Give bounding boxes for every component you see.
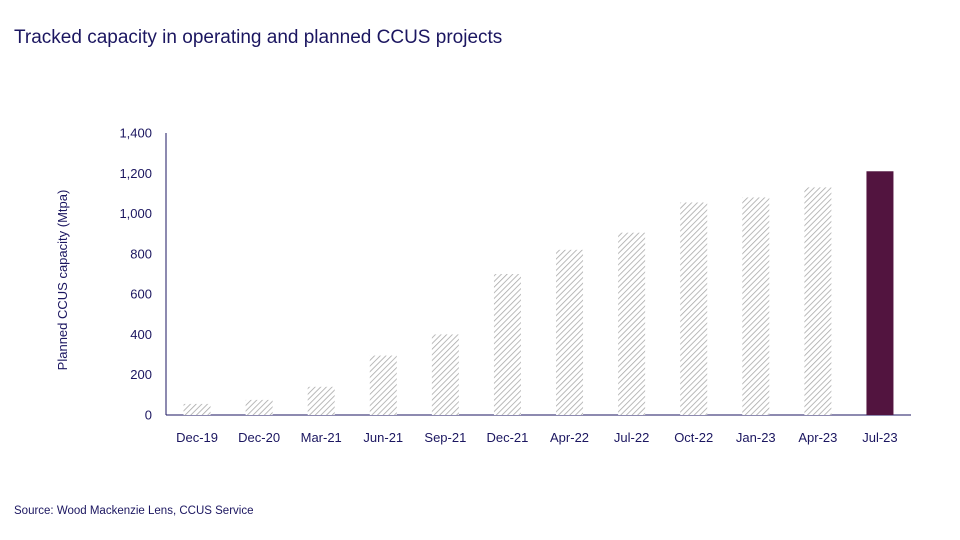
x-tick-label: Jul-22: [614, 430, 649, 445]
y-tick-label: 1,000: [119, 206, 152, 221]
x-tick-label: Apr-22: [550, 430, 589, 445]
y-tick-label: 400: [130, 327, 152, 342]
bars: [183, 171, 894, 415]
bar-jul-22: [618, 232, 646, 415]
x-tick-label: Dec-19: [176, 430, 218, 445]
x-tick-label: Dec-21: [486, 430, 528, 445]
x-tick-label: Mar-21: [301, 430, 342, 445]
x-tick-label: Apr-23: [798, 430, 837, 445]
y-tick-label: 800: [130, 246, 152, 261]
y-tick-label: 1,400: [119, 126, 152, 141]
bar-sep-21: [431, 334, 459, 415]
bar-dec-21: [493, 274, 521, 415]
bar-apr-23: [804, 187, 832, 415]
bar-apr-22: [556, 249, 584, 415]
y-tick-label: 200: [130, 367, 152, 382]
bar-dec-19: [183, 403, 211, 415]
y-tick-label: 600: [130, 287, 152, 302]
bar-oct-22: [680, 202, 708, 415]
x-tick-label: Sep-21: [424, 430, 466, 445]
y-tick-label: 0: [145, 408, 152, 423]
y-axis-label: Planned CCUS capacity (Mtpa): [55, 190, 70, 371]
bar-jun-21: [369, 355, 397, 415]
x-tick-label: Jul-23: [862, 430, 897, 445]
x-tick-label: Dec-20: [238, 430, 280, 445]
x-tick-label: Oct-22: [674, 430, 713, 445]
x-tick-label: Jan-23: [736, 430, 776, 445]
y-tick-label: 1,200: [119, 166, 152, 181]
y-axis: 0 200 400 600 800 1,000 1,200 1,400: [119, 126, 167, 423]
bar-mar-21: [307, 386, 335, 415]
bar-jan-23: [742, 197, 770, 415]
x-tick-label: Jun-21: [363, 430, 403, 445]
x-axis: Dec-19 Dec-20 Mar-21 Jun-21 Sep-21 Dec-21 Apr-…: [166, 414, 911, 445]
source-note: Source: Wood Mackenzie Lens, CCUS Servic…: [14, 505, 254, 517]
bar-jul-23: [866, 171, 894, 415]
chart-title: Tracked capacity in operating and planne…: [14, 27, 503, 48]
bar-dec-20: [245, 399, 273, 415]
